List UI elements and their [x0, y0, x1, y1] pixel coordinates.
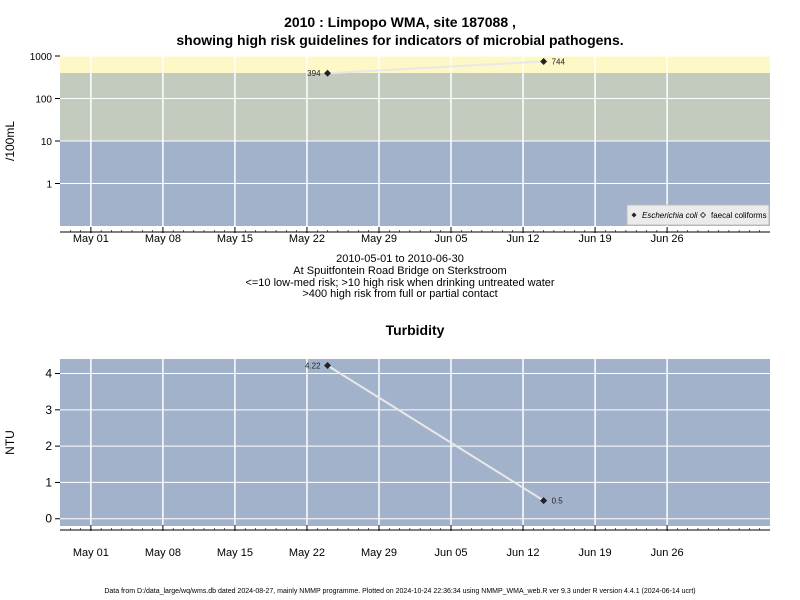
- legend-box: [626, 204, 770, 226]
- x-tick-label: Jun 05: [434, 233, 467, 245]
- chart-title-line1: 2010 : Limpopo WMA, site 187088 ,: [284, 14, 516, 30]
- x-tick-label: May 08: [145, 547, 181, 559]
- data-label: 394: [307, 69, 321, 78]
- site-location-text: At Spuitfontein Road Bridge on Sterkstro…: [293, 265, 507, 277]
- risk-band-high-drinking: [60, 72, 770, 141]
- x-tick-label: May 29: [361, 547, 397, 559]
- legend-label-faecal: faecal coliforms: [711, 211, 767, 220]
- x-tick-label: Jun 12: [507, 233, 540, 245]
- x-tick-label: May 22: [289, 233, 325, 245]
- x-tick-label: Jun 19: [579, 547, 612, 559]
- y-axis-label: /100mL: [3, 121, 17, 161]
- x-tick-label: May 22: [289, 547, 325, 559]
- series-line: [327, 364, 545, 502]
- x-tick-label: May 01: [73, 233, 109, 245]
- y-tick-label: 2: [45, 439, 52, 453]
- y-axis-label: NTU: [3, 430, 17, 455]
- footer-note: Data from D:/data_large/wq/wms.db dated …: [104, 588, 696, 595]
- x-tick-label: May 01: [73, 547, 109, 559]
- data-point: [324, 69, 332, 77]
- y-tick-label: 4: [45, 367, 52, 381]
- y-tick-label: 1: [45, 475, 52, 489]
- y-tick-label: 10: [41, 137, 53, 148]
- data-label: 4.22: [305, 362, 321, 371]
- x-tick-label: May 29: [361, 233, 397, 245]
- y-tick-label: 1: [46, 180, 52, 191]
- data-point: [540, 497, 548, 505]
- y-tick-label: 0: [45, 512, 52, 526]
- x-tick-label: Jun 26: [651, 547, 684, 559]
- legend-label-ecoli: Escherichia coli: [642, 211, 698, 220]
- chart-title-line2: showing high risk guidelines for indicat…: [176, 32, 624, 48]
- data-label: 0.5: [552, 497, 564, 506]
- data-point: [324, 362, 332, 370]
- data-point: [540, 57, 548, 65]
- x-tick-label: Jun 12: [507, 547, 540, 559]
- y-tick-label: 3: [45, 403, 52, 417]
- x-tick-label: May 15: [217, 547, 253, 559]
- risk-note-drinking: <=10 low-med risk; >10 high risk when dr…: [245, 277, 555, 289]
- x-tick-label: Jun 19: [579, 233, 612, 245]
- x-tick-label: Jun 26: [651, 233, 684, 245]
- data-label: 744: [552, 57, 566, 66]
- x-tick-label: May 08: [145, 233, 181, 245]
- x-tick-label: Jun 05: [434, 547, 467, 559]
- y-tick-label: 1000: [30, 52, 53, 63]
- y-tick-label: 100: [35, 95, 52, 106]
- risk-band-high-contact: [60, 56, 770, 73]
- panel-title: Turbidity: [386, 322, 445, 338]
- legend-symbol-faecal: [699, 211, 707, 219]
- series-line: [327, 60, 544, 75]
- panel-background: [60, 359, 770, 526]
- risk-note-contact: >400 high risk from full or partial cont…: [302, 288, 498, 300]
- date-range-text: 2010-05-01 to 2010-06-30: [336, 253, 464, 265]
- x-tick-label: May 15: [217, 233, 253, 245]
- legend-symbol-ecoli: [631, 212, 637, 218]
